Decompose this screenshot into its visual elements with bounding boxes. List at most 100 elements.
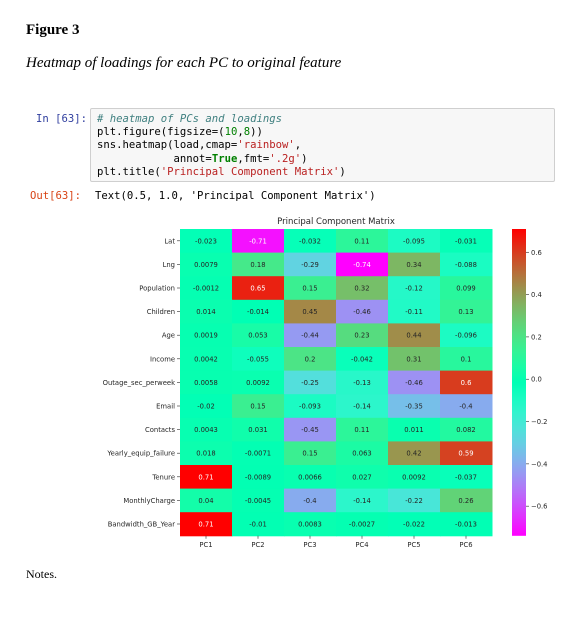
code-token: )) [250,126,263,139]
row-label: Yearly_equip_failure [106,450,175,458]
heatmap-cell [180,394,233,419]
cell-annotation: 0.0058 [194,379,218,387]
code-token: ) [339,165,346,178]
row-label: Bandwidth_GB_Year [108,521,176,529]
heatmap-cell [336,417,389,442]
heatmap-cell [336,252,389,277]
colorbar-tick-label: −0.2 [531,418,548,426]
colorbar-tick-label: 0.0 [531,376,542,384]
code-cell[interactable]: # heatmap of PCs and loadings plt.figure… [90,108,555,182]
cell-annotation: -0.4 [303,497,316,505]
heatmap-cell [388,465,441,490]
heatmap-cell [232,347,285,372]
code-string: '.2g' [269,152,302,165]
heatmap-cell [336,347,389,372]
heatmap-cell [388,347,441,372]
code-token: annot= [97,152,212,165]
code-token: , [294,139,302,152]
cell-annotation: -0.02 [197,403,215,411]
heatmap-cell [440,441,493,466]
cell-annotation: -0.023 [195,237,217,245]
cell-annotation: -0.0027 [349,521,375,529]
cell-annotation: 0.15 [302,450,317,458]
cell-annotation: 0.42 [406,450,421,458]
cell-annotation: 0.6 [461,379,472,387]
colorbar-tick-label: 0.6 [531,249,542,257]
heatmap-cell [232,252,285,277]
cell-annotation: 0.1 [461,355,472,363]
cell-annotation: -0.093 [299,403,321,411]
cell-annotation: 0.32 [354,285,369,293]
cell-annotation: 0.15 [250,403,265,411]
cell-annotation: 0.59 [458,450,473,458]
cell-annotation: 0.0019 [194,332,218,340]
heatmap-cell [232,488,285,513]
heatmap-cell [180,488,233,513]
cell-annotation: 0.099 [456,285,475,293]
code-token: ) [301,152,308,165]
cell-annotation: -0.014 [247,308,269,316]
cell-annotation: 0.04 [198,497,213,505]
heatmap-cell [388,276,441,301]
heatmap-cell [440,488,493,513]
cell-annotation: 0.18 [250,261,265,269]
heatmap-cell [388,488,441,513]
row-label: Age [162,332,175,340]
heatmap-cell [440,370,493,395]
code-token: plt.figure(figsize=( [97,126,225,139]
cell-annotation: 0.082 [456,426,475,434]
cell-annotation: 0.26 [458,497,473,505]
heatmap-cell [232,299,285,324]
heatmap-cell [284,252,337,277]
cell-annotation: -0.45 [301,426,319,434]
cell-annotation: 0.11 [354,237,369,245]
heatmap-cell [336,465,389,490]
column-label: PC4 [355,541,368,549]
cell-annotation: -0.14 [353,403,371,411]
heatmap-cell [336,512,389,537]
figure-caption: Heatmap of loadings for each PC to origi… [26,55,342,71]
colorbar-tick-label: −0.4 [531,460,548,468]
cell-annotation: -0.088 [455,261,477,269]
heatmap-cell [180,323,233,348]
cell-annotation: -0.032 [299,237,321,245]
code-line-1: # heatmap of PCs and loadings [97,113,548,126]
figure-label: Figure 3 [26,22,80,38]
cell-annotation: -0.01 [249,521,267,529]
cell-annotation: 0.063 [352,450,371,458]
cell-annotation: -0.14 [353,497,371,505]
cell-annotation: 0.45 [302,308,317,316]
cell-annotation: 0.0066 [298,473,322,481]
heatmap-cell [284,417,337,442]
colorbar-tick-label: −0.6 [531,503,548,511]
row-label: Lat [164,237,175,245]
cell-annotation: 0.13 [458,308,473,316]
cell-annotation: -0.013 [455,521,477,529]
row-label: Lng [163,261,175,269]
column-label: PC3 [303,541,316,549]
heatmap-cell [336,394,389,419]
heatmap-cell [180,347,233,372]
cell-annotation: -0.74 [353,261,371,269]
heatmap-cell [440,417,493,442]
heatmap-cell [232,370,285,395]
heatmap-cell [180,276,233,301]
code-line-2: plt.figure(figsize=(10,8)) [97,126,548,139]
heatmap-cell [440,252,493,277]
heatmap-cell [440,465,493,490]
heatmap-cell [388,229,441,254]
colorbar-tick-label: 0.4 [531,291,542,299]
heatmap-cell [180,370,233,395]
heatmap-cell [336,276,389,301]
code-line-5: plt.title('Principal Component Matrix') [97,166,548,179]
cell-annotation: -0.44 [301,332,319,340]
heatmap-cell [388,512,441,537]
heatmap-cell [232,512,285,537]
heatmap-cell [284,441,337,466]
cell-annotation: -0.25 [301,379,319,387]
heatmap-cell [336,370,389,395]
heatmap-cell [388,370,441,395]
cell-annotation: 0.0079 [194,261,218,269]
heatmap-cell [440,229,493,254]
colorbar-tick-label: 0.2 [531,333,542,341]
